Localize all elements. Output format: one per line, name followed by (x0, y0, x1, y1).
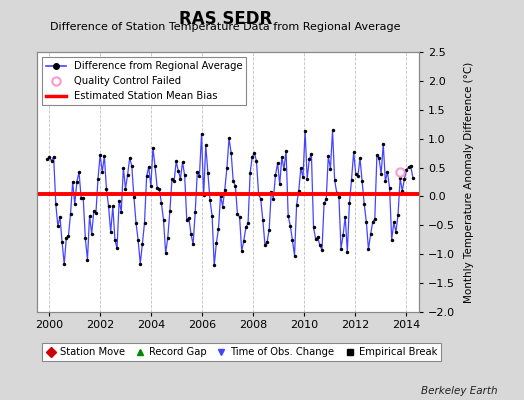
Text: Difference of Station Temperature Data from Regional Average: Difference of Station Temperature Data f… (50, 22, 400, 32)
Text: Berkeley Earth: Berkeley Earth (421, 386, 498, 396)
Y-axis label: Monthly Temperature Anomaly Difference (°C): Monthly Temperature Anomaly Difference (… (464, 61, 474, 303)
Text: RAS SEDR: RAS SEDR (179, 10, 272, 28)
Legend: Station Move, Record Gap, Time of Obs. Change, Empirical Break: Station Move, Record Gap, Time of Obs. C… (42, 343, 441, 361)
